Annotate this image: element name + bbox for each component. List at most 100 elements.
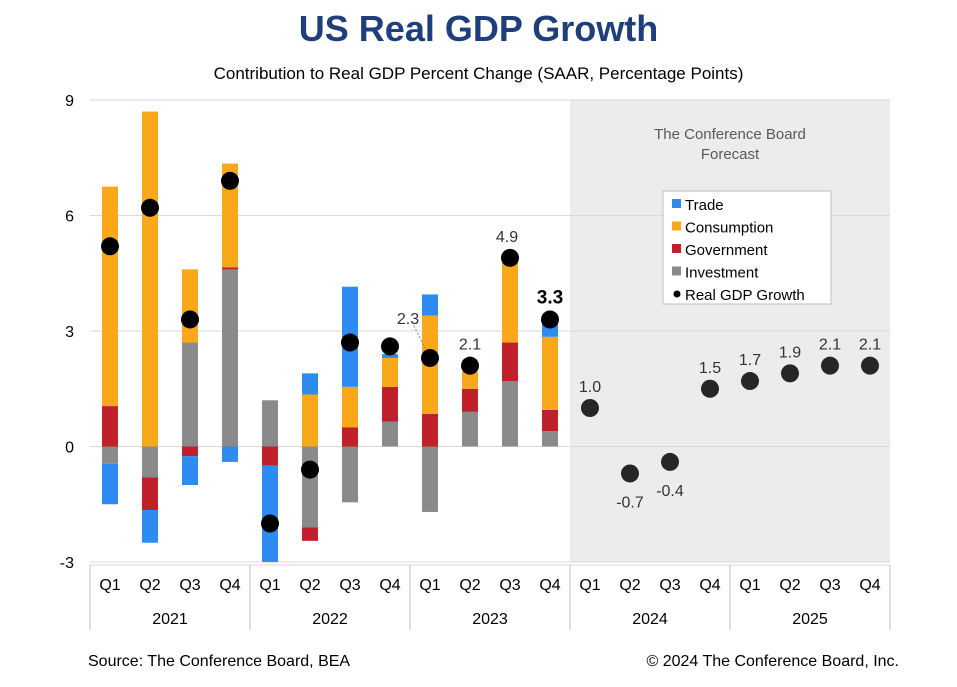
- growth-dot: [101, 237, 119, 256]
- growth-dot: [541, 310, 559, 329]
- x-tick-label: Q2: [619, 577, 640, 594]
- bar-consumption-0: [102, 186, 118, 407]
- year-label: 2025: [792, 611, 828, 628]
- bar-government-1: [142, 477, 158, 511]
- bar-investment-10: [502, 381, 518, 447]
- bar-investment-2: [182, 342, 198, 447]
- year-label: 2023: [472, 611, 508, 628]
- growth-dot: [501, 248, 519, 267]
- growth-data-label: 1.5: [699, 360, 721, 377]
- bar-consumption-2: [182, 269, 198, 343]
- growth-data-label: 2.1: [819, 337, 841, 354]
- x-tick-label: Q2: [299, 577, 320, 594]
- legend-swatch-consumption: [672, 221, 681, 231]
- bar-government-10: [502, 342, 518, 382]
- y-tick-label: 6: [65, 209, 74, 226]
- bar-consumption-11: [542, 336, 558, 410]
- chart-title: US Real GDP Growth: [298, 8, 659, 49]
- growth-dot: [341, 333, 359, 352]
- x-tick-label: Q3: [339, 577, 360, 594]
- x-tick-label: Q1: [739, 577, 760, 594]
- bar-consumption-6: [342, 386, 358, 428]
- bar-investment-7: [382, 421, 398, 447]
- bar-trade-0: [102, 463, 118, 505]
- copyright-note: © 2024 The Conference Board, Inc.: [646, 653, 899, 670]
- bar-investment-4: [262, 400, 278, 447]
- growth-dot: [381, 337, 399, 356]
- bar-government-4: [262, 446, 278, 466]
- legend-swatch-trade: [672, 199, 681, 208]
- bar-investment-0: [102, 446, 118, 464]
- x-tick-label: Q3: [179, 577, 200, 594]
- x-tick-label: Q1: [99, 577, 120, 594]
- bar-consumption-7: [382, 357, 398, 387]
- growth-dot: [261, 514, 279, 533]
- x-tick-label: Q2: [779, 577, 800, 594]
- bar-consumption-10: [502, 257, 518, 343]
- legend-label: Real GDP Growth: [685, 287, 805, 304]
- growth-dot: [421, 348, 439, 367]
- forecast-label-line1: The Conference Board: [654, 126, 806, 143]
- legend-swatch-investment: [672, 266, 681, 276]
- year-label: 2021: [152, 611, 188, 628]
- growth-data-label: 3.3: [537, 287, 563, 308]
- bar-consumption-5: [302, 394, 318, 447]
- bar-trade-1: [142, 510, 158, 543]
- growth-dot: [461, 356, 479, 375]
- y-tick-label: 3: [65, 324, 74, 341]
- x-tick-label: Q3: [659, 577, 680, 594]
- bar-trade-4: [262, 465, 278, 562]
- legend-marker-growth: [673, 290, 681, 298]
- legend-label: Investment: [685, 265, 759, 282]
- bar-consumption-3: [222, 163, 238, 268]
- bar-consumption-1: [142, 111, 158, 447]
- growth-dot: [701, 379, 719, 398]
- bar-government-2: [182, 446, 198, 457]
- source-note: Source: The Conference Board, BEA: [88, 653, 351, 670]
- x-tick-label: Q2: [139, 577, 160, 594]
- growth-dot: [621, 464, 639, 483]
- growth-data-label: 4.9: [496, 229, 518, 246]
- bar-government-9: [462, 388, 478, 412]
- bar-government-0: [102, 406, 118, 447]
- x-tick-label: Q1: [419, 577, 440, 594]
- legend-label: Trade: [685, 197, 724, 214]
- bar-trade-8: [422, 294, 438, 316]
- bar-government-6: [342, 427, 358, 447]
- growth-dot: [861, 356, 879, 375]
- growth-dot: [741, 372, 759, 391]
- legend-label: Consumption: [685, 220, 773, 237]
- bar-trade-5: [302, 373, 318, 395]
- growth-dot: [301, 460, 319, 479]
- growth-data-label: -0.7: [616, 494, 644, 511]
- x-tick-label: Q3: [499, 577, 520, 594]
- x-tick-label: Q1: [259, 577, 280, 594]
- x-tick-label: Q4: [859, 577, 880, 594]
- growth-dot: [581, 399, 599, 417]
- bar-government-3: [222, 267, 238, 270]
- growth-dot: [221, 171, 239, 190]
- bar-trade-3: [222, 446, 238, 462]
- growth-data-label: -0.4: [656, 483, 684, 500]
- bar-trade-2: [182, 456, 198, 485]
- x-tick-label: Q1: [579, 577, 600, 594]
- bar-investment-1: [142, 446, 158, 478]
- bar-investment-5: [302, 446, 318, 528]
- growth-data-label: 1.0: [579, 379, 601, 396]
- bar-trade-7: [382, 354, 398, 358]
- x-tick-label: Q4: [699, 577, 720, 594]
- growth-dot: [181, 310, 199, 329]
- x-tick-label: Q2: [459, 577, 480, 594]
- bar-investment-6: [342, 446, 358, 503]
- y-tick-label: 9: [65, 93, 74, 110]
- x-tick-label: Q4: [219, 577, 240, 594]
- x-tick-label: Q4: [379, 577, 400, 594]
- bar-government-5: [302, 527, 318, 541]
- bar-government-11: [542, 409, 558, 432]
- y-tick-label: -3: [60, 555, 74, 572]
- x-tick-label: Q3: [819, 577, 840, 594]
- growth-dot: [821, 356, 839, 375]
- growth-data-label: 2.1: [459, 337, 481, 354]
- y-tick-label: 0: [65, 440, 74, 457]
